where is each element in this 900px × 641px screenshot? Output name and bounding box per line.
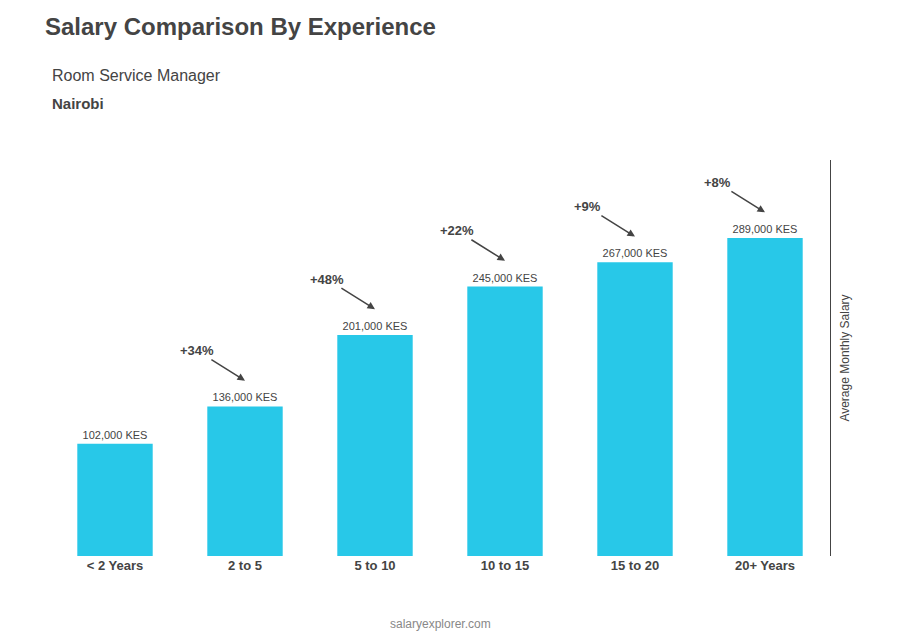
svg-text:289,000 KES: 289,000 KES <box>733 223 798 235</box>
svg-text:< 2 Years: < 2 Years <box>87 558 144 573</box>
svg-text:+48%: +48% <box>310 272 344 287</box>
svg-text:salaryexplorer.com: salaryexplorer.com <box>390 617 491 631</box>
svg-text:15 to 20: 15 to 20 <box>611 558 659 573</box>
svg-text:20+ Years: 20+ Years <box>735 558 795 573</box>
svg-text:245,000 KES: 245,000 KES <box>473 272 538 284</box>
svg-text:10 to 15: 10 to 15 <box>481 558 529 573</box>
svg-text:201,000 KES: 201,000 KES <box>343 320 408 332</box>
svg-text:102,000 KES: 102,000 KES <box>83 429 148 441</box>
svg-text:136,000 KES: 136,000 KES <box>213 391 278 403</box>
svg-text:2 to 5: 2 to 5 <box>228 558 262 573</box>
svg-text:Nairobi: Nairobi <box>52 95 104 112</box>
svg-text:5 to 10: 5 to 10 <box>354 558 395 573</box>
svg-text:Room Service Manager: Room Service Manager <box>52 67 221 84</box>
svg-text:+9%: +9% <box>574 199 601 214</box>
svg-text:+22%: +22% <box>440 223 474 238</box>
svg-text:+34%: +34% <box>180 343 214 358</box>
svg-text:267,000 KES: 267,000 KES <box>603 247 668 259</box>
svg-text:+8%: +8% <box>704 175 731 190</box>
svg-text:Average Monthly Salary: Average Monthly Salary <box>838 294 852 421</box>
svg-text:Salary Comparison By Experienc: Salary Comparison By Experience <box>45 13 436 40</box>
